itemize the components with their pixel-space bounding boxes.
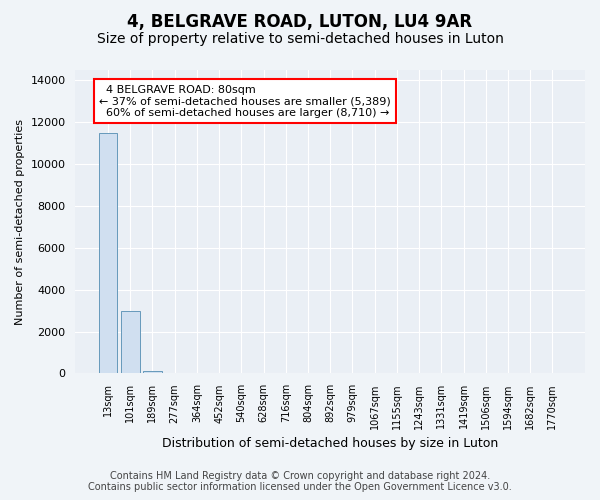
Bar	[143, 372, 162, 374]
X-axis label: Distribution of semi-detached houses by size in Luton: Distribution of semi-detached houses by …	[162, 437, 499, 450]
Text: Size of property relative to semi-detached houses in Luton: Size of property relative to semi-detach…	[97, 32, 503, 46]
Bar	[121, 310, 140, 374]
Text: Contains HM Land Registry data © Crown copyright and database right 2024.
Contai: Contains HM Land Registry data © Crown c…	[88, 471, 512, 492]
Y-axis label: Number of semi-detached properties: Number of semi-detached properties	[15, 118, 25, 324]
Text: 4 BELGRAVE ROAD: 80sqm
← 37% of semi-detached houses are smaller (5,389)
  60% o: 4 BELGRAVE ROAD: 80sqm ← 37% of semi-det…	[99, 84, 391, 118]
Bar	[98, 133, 118, 374]
Text: 4, BELGRAVE ROAD, LUTON, LU4 9AR: 4, BELGRAVE ROAD, LUTON, LU4 9AR	[127, 12, 473, 30]
